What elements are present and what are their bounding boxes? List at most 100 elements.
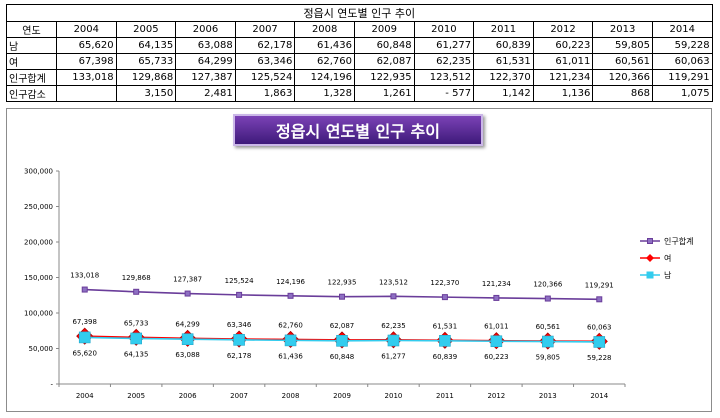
data-label: 129,868 [122,274,151,282]
data-label: 133,018 [70,272,99,280]
series-marker [130,332,142,345]
series-marker [542,335,554,348]
series-marker [493,294,500,301]
series-marker [390,293,397,300]
table-header-row: 연도 2004 2005 2006 2007 2008 2009 2010 2011 2012 20… [6,21,713,38]
series-marker [439,335,451,347]
series-marker [133,288,140,295]
data-label: 62,235 [381,322,406,330]
y-tick-label: 50,000 [29,345,54,353]
table-cell: 123,512 [413,69,475,86]
table-row-label: 여 [6,53,57,70]
x-tick-label: 2008 [282,392,300,400]
data-label: 122,935 [328,279,357,287]
series-marker [81,286,88,293]
y-tick-label: 250,000 [24,203,53,211]
data-label: 64,135 [124,350,149,358]
legend-label: 남 [664,271,672,280]
legend-marker [646,271,654,279]
table-header-year: 2005 [115,21,177,38]
x-tick-label: 2013 [539,392,557,400]
data-label: 62,087 [330,322,355,330]
table-cell: 124,196 [294,69,355,86]
table-cell: 59,805 [592,37,653,54]
data-label: 65,733 [124,319,149,327]
table-cell: 60,063 [651,53,713,70]
series-marker [544,295,551,302]
table-cell: 122,935 [353,69,415,86]
x-tick-label: 2007 [230,392,248,400]
table-cell: 61,277 [413,37,475,54]
table-row-label: 인구감소 [6,85,57,102]
table-row: 남 65,620 64,135 63,088 62,178 61,436 60,848 61,… [6,37,713,54]
x-tick-label: 2011 [436,392,454,400]
data-label: 61,011 [484,323,509,331]
data-label: 61,436 [278,352,303,360]
table-row: 인구합계 133,018 129,868 127,387 125,524 124,196 1… [6,69,713,86]
x-tick-label: 2012 [487,392,505,400]
series-marker [78,331,91,344]
table-cell: 65,620 [56,37,117,54]
data-label: 61,531 [433,322,458,330]
table-cell: 61,531 [473,53,534,70]
y-tick-label: 100,000 [24,310,53,318]
data-label: 65,620 [72,349,97,357]
table-cell: 3,150 [115,85,177,102]
table-cell: 60,561 [592,53,653,70]
table-cell: 62,235 [413,53,475,70]
data-label: 60,848 [330,353,355,361]
table-title: 정읍시 연도별 인구 추이 [6,4,713,22]
table-cell: 122,370 [473,69,534,86]
table-cell: 127,387 [175,69,236,86]
table-header-year: 2009 [353,21,415,38]
series-marker [284,334,297,347]
legend-label: 여 [664,253,671,263]
y-tick-label: 150,000 [24,274,53,282]
legend-label: 인구합계 [664,236,693,246]
chart-title: 정읍시 연도별 인구 추이 [233,114,483,146]
table-title-row: 정읍시 연도별 인구 추이 [6,4,713,22]
series-marker [490,335,503,348]
table-cell: 129,868 [115,69,177,86]
table-cell: 61,011 [532,53,594,70]
data-label: 59,228 [587,354,612,362]
series-marker [287,292,294,299]
table-cell: 1,863 [234,85,296,102]
data-label: 62,760 [278,321,303,329]
table-cell: 59,228 [651,37,713,54]
table-row: 인구감소 3,150 2,481 1,863 1,328 1,261- 577 1,142 1… [6,85,713,102]
series-marker [233,334,245,346]
table-cell: 63,346 [234,53,296,70]
x-tick-label: 2010 [385,392,403,400]
data-label: 61,277 [381,352,406,360]
table-cell [56,85,117,102]
data-label: 67,398 [72,318,97,326]
table-cell: - 577 [413,85,475,102]
legend-marker [646,254,654,262]
table-cell: 61,436 [294,37,355,54]
y-tick-label: 300,000 [24,168,53,176]
series-marker [593,336,606,348]
table-cell: 64,135 [115,37,177,54]
table-cell: 60,839 [473,37,534,54]
table-cell: 62,760 [294,53,355,70]
table-header-year: 2013 [592,21,653,38]
series-marker [441,294,448,301]
table-cell: 60,223 [532,37,594,54]
table-cell: 1,142 [473,85,534,102]
table-cell: 120,366 [592,69,653,86]
table-header-year: 2004 [56,21,117,38]
series-marker [181,333,194,346]
table-header-year: 2006 [175,21,236,38]
data-label: 127,387 [173,276,202,284]
table-cell: 2,481 [175,85,236,102]
y-tick-label: - [50,381,53,389]
table-cell: 868 [592,85,653,102]
table-header-year: 2012 [532,21,594,38]
data-label: 64,299 [175,320,200,328]
table-cell: 125,524 [234,69,296,86]
table-cell: 119,291 [651,69,713,86]
data-label: 62,178 [227,352,252,360]
population-line-chart: - 50,000 100,000 150,000 200,000 250,000 300,0… [24,168,693,401]
table-header-year: 2011 [473,21,534,38]
